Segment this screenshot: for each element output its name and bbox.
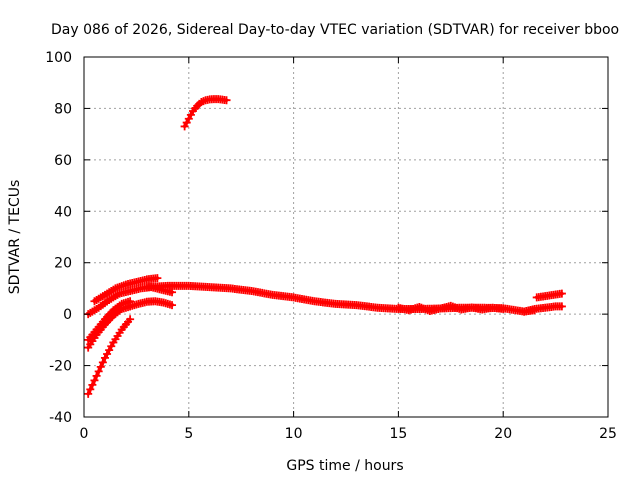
plot-frame: [83, 56, 609, 418]
data-point: [557, 289, 566, 298]
y-tick-label: 20: [54, 256, 72, 272]
data-point: [88, 380, 97, 389]
x-tick-label: 25: [599, 426, 617, 442]
x-tick-label: 5: [184, 426, 193, 442]
series-track-6: [90, 274, 162, 306]
x-tick-label: 20: [494, 426, 512, 442]
data-point: [153, 274, 162, 283]
series-track-2: [84, 315, 135, 398]
x-tick-label: 0: [80, 426, 89, 442]
chart-title: Day 086 of 2026, Sidereal Day-to-day VTE…: [51, 22, 619, 38]
data-point: [92, 371, 101, 380]
data-point: [94, 367, 103, 376]
series-track-10: [520, 302, 566, 316]
y-tick-label: 60: [54, 153, 72, 169]
series-track-9: [394, 301, 508, 316]
grid-lines: [84, 57, 608, 417]
x-tick-label: 15: [389, 426, 407, 442]
x-axis-label: GPS time / hours: [286, 458, 403, 474]
data-point: [126, 315, 135, 324]
data-point: [86, 385, 95, 394]
axis-ticks: 0 5 10 15 20 25 -40 -20 0 20 40 60 80 100: [45, 50, 617, 442]
data-point: [96, 362, 105, 371]
series-track-4: [84, 297, 135, 344]
series-track-1: [180, 95, 231, 131]
data-point: [499, 305, 508, 313]
data-point: [98, 358, 107, 367]
data-point: [222, 96, 231, 105]
x-tick-label: 10: [285, 426, 303, 442]
series-track-11: [532, 289, 566, 302]
series-track-7: [126, 297, 177, 311]
data-point: [168, 301, 177, 310]
y-tick-label: 80: [54, 101, 72, 117]
y-tick-label: 0: [63, 307, 72, 323]
y-tick-label: -20: [49, 359, 72, 375]
data-markers: [84, 95, 566, 398]
data-point: [84, 389, 93, 398]
data-point: [90, 376, 99, 385]
y-tick-label: 40: [54, 204, 72, 220]
y-axis-label: SDTVAR / TECUs: [7, 180, 23, 295]
y-tick-label: 100: [45, 50, 72, 66]
y-tick-label: -40: [49, 410, 72, 426]
data-point: [557, 302, 566, 311]
